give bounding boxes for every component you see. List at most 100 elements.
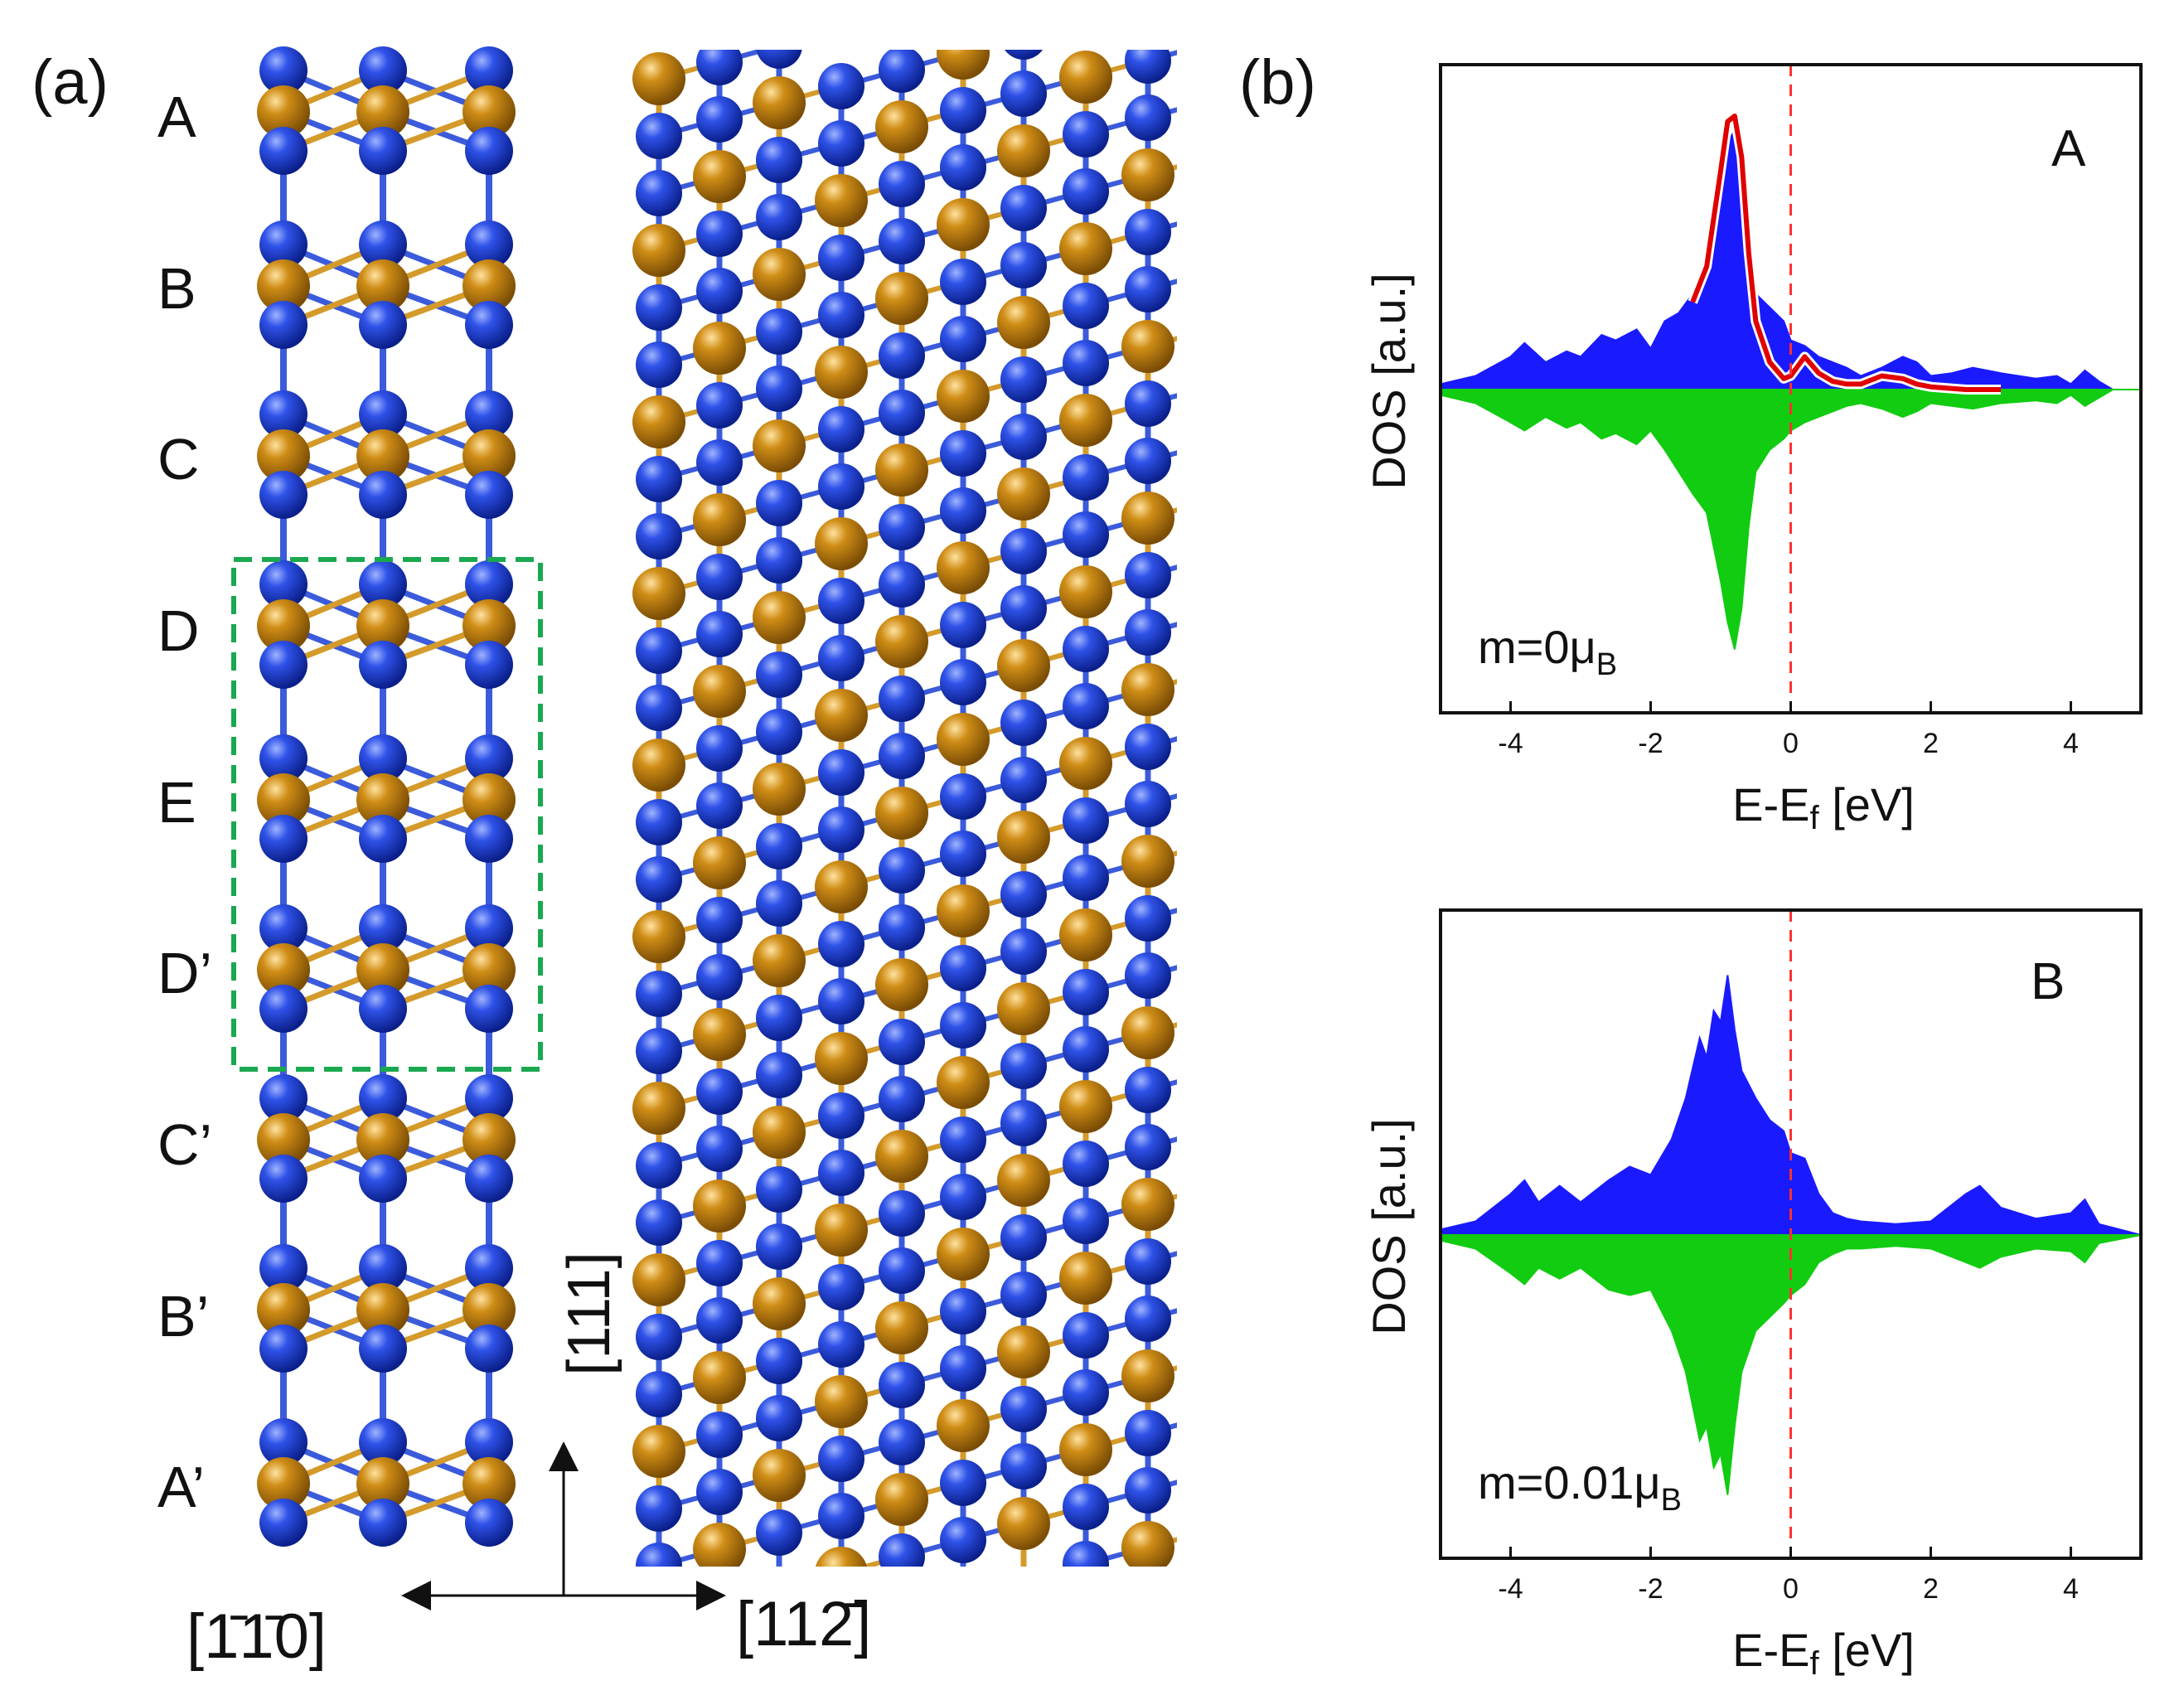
spin-up-dos-area: [1440, 975, 2142, 1236]
metal-atom: [815, 1375, 868, 1428]
nitrogen-atom: [465, 220, 513, 269]
metal-atom: [632, 52, 685, 105]
metal-atom: [1059, 222, 1112, 275]
nitrogen-atom: [879, 332, 925, 379]
metal-atom: [356, 1457, 409, 1510]
direction-label-111: [111]: [556, 1252, 622, 1375]
nitrogen-atom: [1125, 438, 1171, 484]
nitrogen-atom: [1063, 626, 1109, 672]
metal-atom: [937, 541, 990, 594]
nitrogen-atom: [636, 627, 682, 674]
nitrogen-atom: [940, 659, 986, 705]
nitrogen-atom: [465, 390, 513, 438]
nitrogen-atom: [359, 734, 407, 782]
nitrogen-atom: [940, 87, 986, 133]
metal-atom: [1121, 835, 1174, 888]
nitrogen-atom: [1000, 757, 1047, 803]
x-tick-label: -2: [1638, 728, 1663, 759]
nitrogen-atom: [636, 1485, 682, 1532]
nitrogen-atom: [1125, 94, 1171, 141]
dos-b-tag: B: [2031, 953, 2065, 1010]
x-tick-label: 2: [1923, 1573, 1939, 1605]
x-tick-label: 2: [1923, 728, 1939, 759]
metal-atom: [997, 124, 1050, 177]
metal-atom: [1059, 737, 1112, 790]
nitrogen-atom: [1063, 683, 1109, 729]
metal-atom: [632, 910, 685, 963]
panel-b-label: (b): [1239, 47, 1316, 118]
bond: [779, 29, 840, 46]
nitrogen-atom: [1063, 1026, 1109, 1073]
metal-atom: [1121, 1349, 1174, 1402]
nitrogen-atom: [879, 50, 925, 93]
nitrogen-atom: [1063, 111, 1109, 157]
nitrogen-atom: [259, 127, 308, 175]
metal-atom: [693, 665, 746, 718]
nitrogen-atom: [696, 439, 743, 486]
dos-a-ylabel: DOS [a.u.]: [1363, 273, 1415, 489]
nitrogen-atom: [636, 856, 682, 903]
metal-atom: [1121, 663, 1174, 716]
nitrogen-atom: [940, 1002, 986, 1049]
nitrogen-atom: [940, 1517, 986, 1563]
metal-atom: [753, 419, 806, 472]
nitrogen-atom: [1063, 1312, 1109, 1359]
nitrogen-atom: [818, 1493, 864, 1539]
metal-atom: [937, 884, 990, 937]
nitrogen-atom: [696, 954, 743, 1000]
nitrogen-atom: [818, 1150, 864, 1196]
metal-atom: [632, 1082, 685, 1135]
nitrogen-atom: [879, 904, 925, 951]
nitrogen-atom: [1000, 871, 1047, 918]
nitrogen-atom: [636, 1371, 682, 1417]
nitrogen-atom: [756, 651, 802, 698]
nitrogen-atom: [879, 1190, 925, 1237]
nitrogen-atom: [465, 641, 513, 689]
nitrogen-atom: [879, 1533, 925, 1567]
metal-atom: [937, 50, 990, 80]
nitrogen-atom: [696, 782, 743, 829]
metal-atom: [816, 1547, 867, 1567]
metal-atom: [937, 1228, 990, 1281]
nitrogen-atom: [879, 847, 925, 894]
nitrogen-atom: [818, 1264, 864, 1310]
metal-atom: [257, 259, 310, 312]
nitrogen-atom: [818, 292, 864, 338]
metal-atom: [997, 982, 1050, 1035]
nitrogen-atom: [940, 1174, 986, 1220]
nitrogen-atom: [1063, 1141, 1109, 1187]
nitrogen-atom: [359, 815, 407, 863]
nitrogen-atom: [1000, 528, 1047, 574]
metal-atom: [875, 615, 928, 668]
nitrogen-atom: [259, 734, 308, 782]
nitrogen-atom: [1063, 855, 1109, 901]
nitrogen-atom: [940, 831, 986, 877]
x-tick-label: -4: [1498, 728, 1523, 759]
metal-atom: [257, 943, 310, 996]
metal-atom: [815, 346, 868, 399]
metal-atom: [753, 248, 806, 301]
metal-atom: [753, 934, 806, 987]
metal-atom: [875, 272, 928, 325]
nitrogen-atom: [818, 1436, 864, 1482]
metal-atom: [356, 259, 409, 312]
nitrogen-atom: [465, 815, 513, 863]
direction-axes: [111] [1̄1̄0] [112̄]: [186, 1252, 871, 1672]
metal-atom: [875, 958, 928, 1011]
nitrogen-atom: [696, 1126, 743, 1172]
nitrogen-atom: [818, 120, 864, 167]
layer-label-c-prime: C’: [157, 1112, 212, 1177]
metal-atom: [462, 85, 516, 138]
nitrogen-atom: [696, 611, 743, 657]
nitrogen-atom: [1125, 266, 1171, 312]
nitrogen-atom: [465, 1418, 513, 1466]
metal-atom: [753, 1277, 806, 1330]
spin-down-dos-area: [1440, 389, 2141, 650]
nitrogen-atom: [756, 823, 802, 869]
x-tick-label: 0: [1783, 728, 1799, 759]
nitrogen-atom: [879, 1362, 925, 1408]
panel-a: (a) A B C D E D’ C’ B’ A’ [111] [1̄1̄0] …: [31, 29, 1177, 1672]
nitrogen-atom: [259, 301, 308, 349]
nitrogen-atom: [940, 773, 986, 820]
